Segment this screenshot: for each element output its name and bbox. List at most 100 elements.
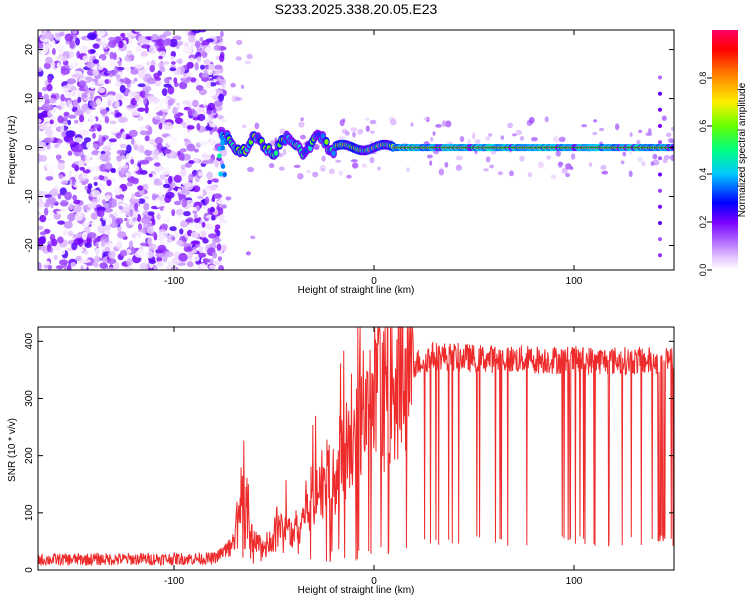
heatmap-cell	[144, 195, 150, 200]
heatmap-cell	[658, 107, 662, 112]
heatmap-cell	[321, 155, 326, 162]
heatmap-cell	[57, 115, 64, 124]
heatmap-cell	[144, 149, 152, 156]
heatmap-cell	[93, 123, 100, 129]
heatmap-cell	[64, 191, 72, 201]
heatmap-cell	[278, 166, 285, 171]
heatmap-cell	[164, 178, 169, 185]
spectrogram-frame	[37, 29, 675, 271]
heatmap-cell	[250, 235, 256, 240]
heatmap-cell	[205, 223, 213, 230]
heatmap-cell	[211, 178, 219, 183]
heatmap-cell	[199, 37, 204, 42]
y-tick-label: 0	[24, 144, 35, 150]
heatmap-cell	[112, 52, 117, 61]
heatmap-cell	[47, 75, 53, 84]
heatmap-cell	[43, 137, 53, 144]
heatmap-cell	[512, 133, 517, 137]
heatmap-cell	[155, 199, 161, 208]
heatmap-cell	[601, 170, 608, 175]
heatmap-cell	[350, 159, 358, 163]
heatmap-cell	[328, 168, 335, 175]
heatmap-cell	[115, 217, 124, 225]
heatmap-cell	[390, 119, 397, 126]
heatmap-cell	[103, 224, 111, 231]
heatmap-cell	[169, 38, 178, 48]
heatmap-cell	[125, 171, 132, 177]
heatmap-cell	[208, 87, 217, 97]
heatmap-cell	[528, 116, 535, 124]
heatmap-cell	[509, 170, 514, 177]
heatmap-cell	[129, 91, 138, 97]
heatmap-cell	[57, 193, 62, 200]
heatmap-cell	[527, 172, 533, 178]
snr-axes: -100 0 100 0 100 200 300 400	[24, 327, 674, 587]
heatmap-cell	[92, 59, 99, 64]
heatmap-cell	[102, 145, 112, 152]
heatmap-cell	[51, 238, 58, 247]
heatmap-cell	[55, 108, 61, 117]
heatmap-cell	[147, 145, 156, 151]
heatmap-cell	[59, 259, 69, 266]
heatmap-cell	[56, 62, 61, 68]
heatmap-cell	[429, 160, 433, 166]
colorbar-gradient	[712, 30, 738, 270]
heatmap-cell	[84, 250, 89, 255]
heatmap-cell	[135, 46, 141, 53]
heatmap-cell	[68, 103, 73, 110]
heatmap-cell	[144, 135, 150, 142]
heatmap-cell	[188, 108, 193, 117]
heatmap-cell	[162, 254, 168, 263]
heatmap-cell	[246, 53, 253, 60]
heatmap-cell	[474, 139, 481, 145]
heatmap-cell	[278, 152, 284, 158]
heatmap-cell	[208, 117, 213, 126]
heatmap-cell	[142, 210, 149, 215]
heatmap-cell	[350, 127, 358, 132]
heatmap-cell	[352, 162, 359, 169]
snr-xlabel: Height of straight line (km)	[298, 585, 415, 596]
heatmap-cell	[242, 124, 247, 129]
heatmap-cell	[44, 207, 49, 216]
heatmap-cell	[90, 212, 98, 220]
heatmap-cell	[615, 123, 620, 131]
heatmap-cell	[163, 148, 172, 154]
heatmap-cell	[159, 44, 165, 51]
signal-core	[331, 150, 336, 157]
heatmap-cell	[220, 30, 224, 38]
heatmap-cell	[173, 174, 182, 183]
x-tick-label: 0	[371, 576, 377, 587]
heatmap-cell	[201, 76, 210, 82]
heatmap-cell	[163, 30, 172, 37]
heatmap-cell	[155, 115, 161, 120]
heatmap-cell	[128, 240, 134, 249]
heatmap-cell	[114, 198, 123, 203]
heatmap-cell	[95, 98, 102, 106]
heatmap-cell	[622, 151, 627, 157]
heatmap-cell	[546, 155, 552, 160]
heatmap-cell	[254, 122, 260, 130]
heatmap-cell	[146, 226, 155, 234]
heatmap-cell	[196, 56, 202, 63]
heatmap-cell	[94, 255, 99, 263]
heatmap-cell	[124, 266, 134, 270]
heatmap-cell	[203, 59, 211, 65]
heatmap-cell	[187, 261, 194, 268]
heatmap-cell	[158, 152, 165, 159]
heatmap-cell	[134, 250, 144, 258]
y-tick-label: 200	[24, 447, 35, 464]
heatmap-cell	[73, 238, 83, 246]
heatmap-cell	[219, 79, 226, 86]
heatmap-cell	[168, 175, 173, 184]
heatmap-cell	[658, 221, 662, 225]
heatmap-cell	[134, 235, 140, 242]
y-tick-label: 20	[24, 44, 35, 56]
heatmap-cell	[139, 170, 148, 175]
heatmap-cell	[165, 251, 174, 258]
heatmap-cell	[59, 247, 66, 255]
heatmap-cell	[102, 39, 107, 48]
heatmap-cell	[121, 131, 126, 140]
heatmap-cell	[119, 249, 128, 257]
signal-core	[220, 140, 225, 146]
heatmap-cell	[99, 153, 109, 162]
